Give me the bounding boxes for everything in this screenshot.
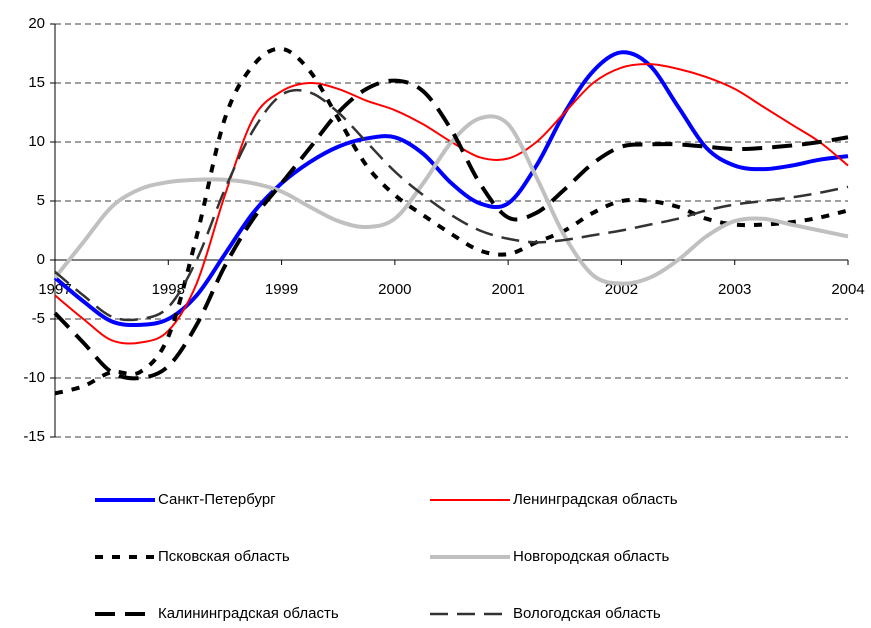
y-tick-label: 10	[28, 133, 45, 150]
y-tick-label: 20	[28, 15, 45, 32]
series-line	[53, 78, 849, 381]
series-line	[53, 50, 849, 328]
series-line	[54, 46, 849, 396]
legend-label: Новгородская область	[513, 548, 669, 565]
series-line	[53, 114, 849, 286]
y-tick-label: -15	[23, 428, 45, 445]
x-tick-label: 1999	[265, 281, 298, 298]
y-tick-label: 5	[37, 192, 45, 209]
series-line	[54, 88, 849, 322]
y-tick-label: -5	[32, 310, 45, 327]
legend-label: Ленинградская область	[513, 491, 678, 508]
x-tick-label: 2004	[831, 281, 864, 298]
y-tick-label: 15	[28, 74, 45, 91]
y-tick-label: 0	[37, 251, 45, 268]
legend-label: Вологодская область	[513, 605, 661, 622]
x-tick-label: 2001	[491, 281, 524, 298]
legend-label: Калининградская область	[158, 605, 339, 622]
x-tick-label: 2003	[718, 281, 751, 298]
legend-label: Псковская область	[158, 548, 290, 565]
series-line	[54, 63, 849, 345]
legend-label: Санкт-Петербург	[158, 491, 276, 508]
x-tick-label: 1998	[152, 281, 185, 298]
x-tick-label: 2000	[378, 281, 411, 298]
y-tick-label: -10	[23, 369, 45, 386]
